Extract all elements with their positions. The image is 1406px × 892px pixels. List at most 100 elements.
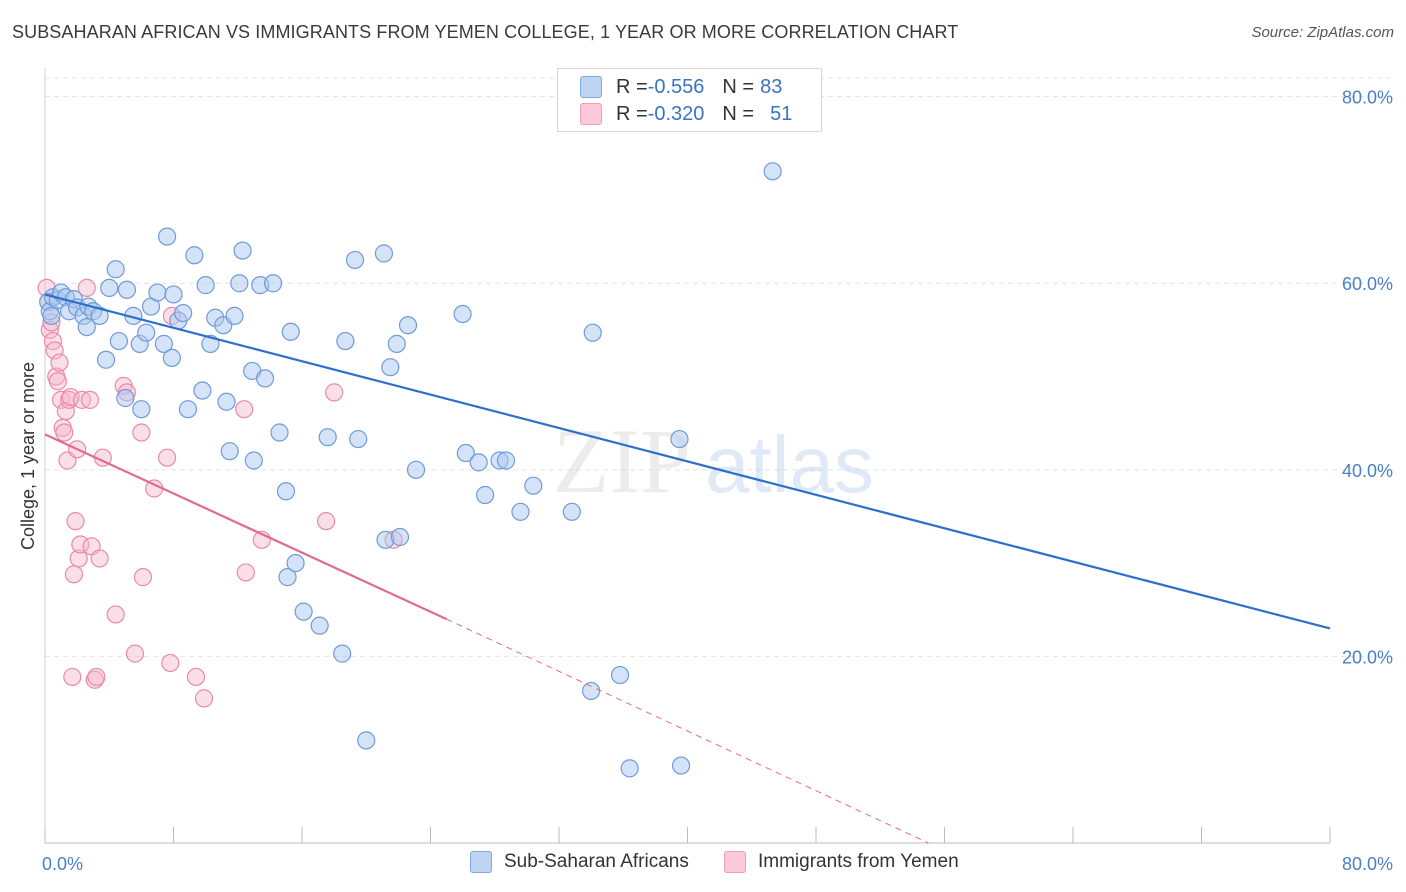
point-subsaharan: [217, 392, 236, 411]
point-subsaharan: [42, 306, 61, 325]
point-yemen: [133, 568, 153, 587]
point-subsaharan: [137, 323, 156, 342]
point-yemen: [64, 565, 84, 584]
legend-row-subsaharan: R = -0.556 N = 83: [580, 75, 782, 99]
correlation-legend: R = -0.556 N = 83 R = -0.320 N = 51: [557, 68, 822, 132]
legend-n-label: N =: [722, 102, 755, 125]
point-subsaharan: [96, 350, 116, 369]
legend-r-label: R =: [616, 102, 648, 125]
point-subsaharan: [174, 303, 193, 323]
legend-n-value: 51: [770, 102, 793, 125]
point-subsaharan: [233, 241, 252, 260]
point-subsaharan: [357, 731, 376, 750]
watermark-zip: ZIP: [553, 410, 691, 512]
point-subsaharan: [671, 756, 691, 775]
point-subsaharan: [185, 246, 204, 265]
point-subsaharan: [345, 250, 365, 270]
legend-swatch-blue: [580, 76, 602, 98]
point-yemen: [90, 549, 109, 568]
legend-row-yemen: R = -0.320 N = 51: [580, 102, 792, 126]
point-yemen: [157, 448, 177, 467]
point-yemen: [186, 667, 206, 687]
point-yemen: [69, 549, 88, 568]
y-tick-label: 80.0%: [1342, 88, 1393, 108]
point-subsaharan: [100, 278, 119, 298]
point-subsaharan: [294, 602, 313, 621]
point-subsaharan: [178, 400, 198, 419]
legend-r-value: -0.320: [647, 102, 705, 125]
point-subsaharan: [286, 554, 305, 573]
point-subsaharan: [582, 681, 601, 701]
point-subsaharan: [583, 323, 602, 342]
point-subsaharan: [524, 476, 543, 495]
y-tick-label: 20.0%: [1342, 647, 1393, 667]
point-subsaharan: [281, 322, 300, 341]
point-yemen: [77, 278, 96, 298]
point-subsaharan: [270, 423, 289, 442]
point-yemen: [235, 400, 254, 419]
point-subsaharan: [164, 285, 183, 304]
point-subsaharan: [620, 759, 639, 778]
legend-item-label: Sub-Saharan Africans: [504, 851, 689, 872]
legend-r-label: R =: [616, 75, 648, 98]
point-subsaharan: [390, 527, 410, 547]
point-subsaharan: [381, 358, 400, 377]
point-yemen: [125, 644, 145, 663]
point-yemen: [59, 390, 79, 409]
point-subsaharan: [318, 428, 337, 447]
point-subsaharan: [106, 260, 125, 279]
point-subsaharan: [132, 400, 151, 419]
legend-item-label: Immigrants from Yemen: [758, 851, 959, 872]
series-yemen-points: [37, 278, 403, 708]
point-subsaharan: [90, 306, 109, 325]
point-subsaharan: [453, 304, 472, 324]
point-subsaharan: [476, 485, 495, 505]
point-subsaharan: [670, 429, 689, 449]
point-subsaharan: [193, 381, 212, 400]
point-subsaharan: [610, 665, 630, 685]
point-subsaharan: [310, 616, 329, 635]
point-subsaharan: [220, 442, 239, 461]
point-yemen: [316, 512, 336, 531]
series-legend: Sub-Saharan Africans Immigrants from Yem…: [0, 851, 1406, 877]
x-tick-label: 80.0%: [1342, 854, 1393, 874]
point-subsaharan: [263, 274, 283, 293]
trend-lines: [44, 293, 1331, 844]
watermark: ZIP atlas: [553, 410, 874, 512]
point-subsaharan: [763, 162, 782, 181]
point-subsaharan: [225, 306, 244, 325]
point-subsaharan: [148, 283, 167, 302]
point-subsaharan: [374, 244, 394, 263]
point-subsaharan: [398, 316, 418, 335]
point-subsaharan: [469, 453, 488, 472]
point-subsaharan: [109, 331, 128, 351]
point-subsaharan: [116, 388, 135, 408]
point-subsaharan: [456, 443, 475, 463]
point-subsaharan: [157, 227, 177, 246]
point-yemen: [132, 423, 151, 442]
point-subsaharan: [349, 429, 368, 449]
point-subsaharan: [496, 451, 516, 470]
point-yemen: [71, 535, 90, 554]
point-yemen: [106, 605, 125, 624]
point-yemen: [194, 689, 214, 708]
point-yemen: [61, 387, 80, 407]
point-yemen: [85, 670, 104, 689]
series-subsaharan-points: [39, 162, 782, 778]
x-tick-label: 0.0%: [42, 854, 83, 874]
watermark-atlas: atlas: [705, 420, 874, 509]
source-label: Source: ZipAtlas.com: [1251, 24, 1394, 41]
point-subsaharan: [154, 334, 173, 353]
trend-line-yemen: [44, 433, 448, 621]
y-tick-label: 60.0%: [1342, 274, 1393, 294]
point-subsaharan: [562, 502, 581, 521]
point-yemen: [48, 372, 67, 391]
point-subsaharan: [77, 317, 96, 337]
point-yemen: [63, 667, 82, 687]
point-yemen: [50, 353, 69, 372]
trend-line-yemen-extension: [446, 618, 929, 844]
point-subsaharan: [336, 331, 355, 351]
point-yemen: [80, 390, 100, 409]
point-subsaharan: [117, 280, 137, 299]
